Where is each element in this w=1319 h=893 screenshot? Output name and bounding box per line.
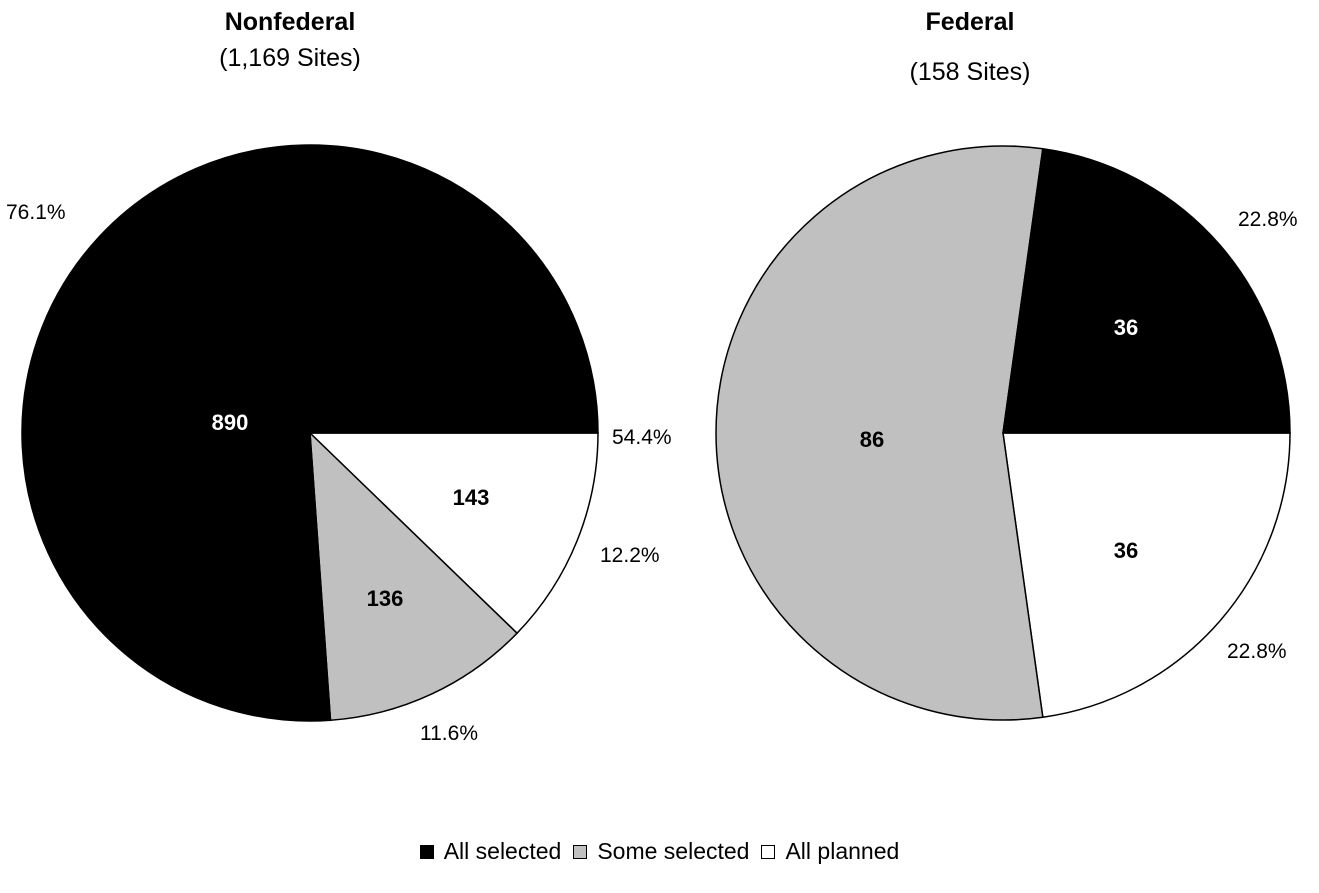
pct-label-some-selected-nonfederal: 11.6% [420,722,478,745]
value-label-some-selected-federal: 86 [860,427,884,452]
pie-title-nonfederal: Nonfederal [225,8,356,36]
pct-label-extra-nonfederal: 54.4% [612,426,672,449]
legend-swatch-some-selected [573,844,588,859]
value-label-some-selected-nonfederal: 136 [367,586,404,611]
pie-slice-all-planned-federal [1002,432,1291,719]
legend-label-all-selected: All selected [443,838,562,864]
pie-federal: 36 86 36 [715,145,1291,721]
pct-label-all-selected-nonfederal: 76.1% [6,201,66,224]
legend-swatch-all-planned [761,844,776,859]
value-label-all-selected-nonfederal: 890 [212,410,249,435]
pie-slice-all-planned-nonfederal [308,432,599,635]
pie-slice-some-selected-federal [715,145,1044,721]
chart-figure: Nonfederal (1,169 Sites) 890 136 143 76.1%… [6,8,1298,745]
legend-item-all-selected: All selected [419,838,562,865]
legend-label-all-planned: All planned [785,838,900,864]
value-label-all-planned-federal: 36 [1114,538,1138,563]
pie-title-federal: Federal [926,8,1015,36]
pct-label-all-planned-nonfederal: 12.2% [600,544,660,567]
pie-slice-some-selected-nonfederal [309,431,519,722]
legend-item-some-selected: Some selected [573,838,749,865]
legend-item-all-planned: All planned [761,838,899,865]
legend-label-some-selected: Some selected [597,838,750,864]
value-label-all-selected-federal: 36 [1114,315,1138,340]
pie-slice-all-selected-nonfederal [21,144,599,722]
value-label-all-planned-nonfederal: 143 [453,485,490,510]
legend-swatch-all-selected [419,844,434,859]
pct-label-all-planned-federal: 22.8% [1227,640,1287,663]
pie-subtitle-nonfederal: (1,169 Sites) [219,44,361,72]
pie-slice-all-selected-federal [1002,147,1291,434]
pie-subtitle-federal: (158 Sites) [910,58,1031,86]
pct-label-all-selected-federal: 22.8% [1238,208,1298,231]
legend: All selected Some selected All planned [0,838,1319,865]
pie-nonfederal: 890 136 143 [21,144,599,722]
